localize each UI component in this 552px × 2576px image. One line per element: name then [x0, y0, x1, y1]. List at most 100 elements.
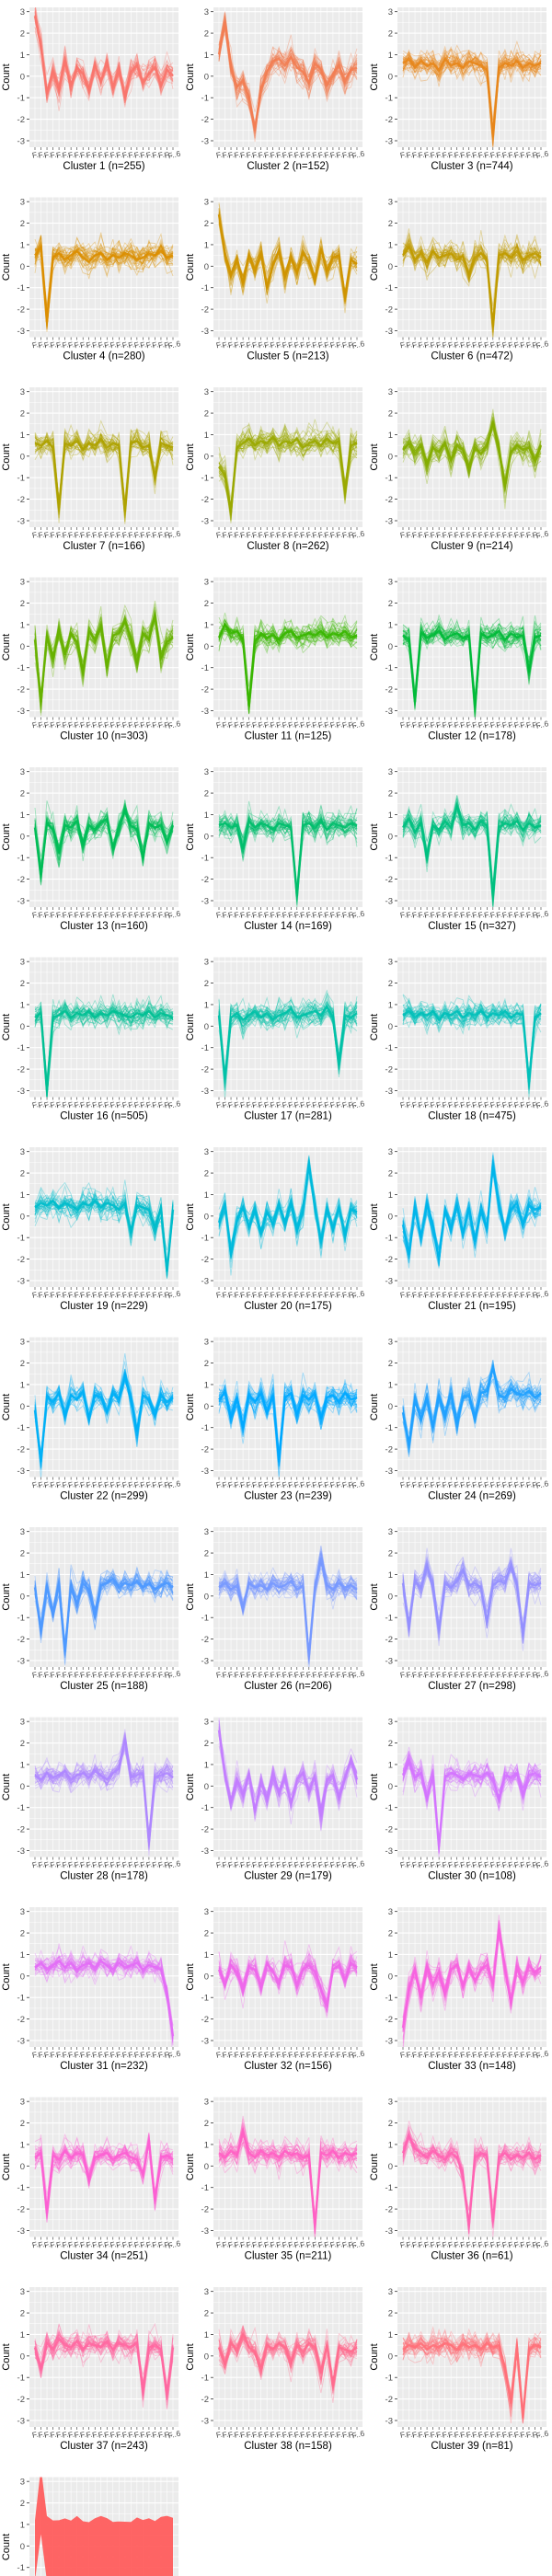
y-tick-label: 0: [388, 72, 393, 82]
x-tick-label: F..: [151, 1099, 161, 1110]
x-tick-label: F..: [43, 529, 53, 540]
x-tick-label: F..: [454, 2049, 464, 2060]
profile-line: [34, 994, 174, 1085]
x-tick-label: F..: [86, 2049, 96, 2060]
profile-line-mean: [402, 801, 542, 897]
profile-line: [218, 1940, 358, 1995]
y-tick-label: 3: [204, 7, 209, 17]
profile-line: [34, 234, 174, 330]
x-tick-label: F..: [145, 529, 155, 540]
y-tick-label: -2: [385, 1825, 393, 1835]
y-tick-label: 0: [388, 1402, 393, 1412]
y-axis-label: Count: [369, 254, 380, 281]
x-tick-label: F..: [501, 1099, 512, 1110]
y-axis-label: Count: [1, 254, 12, 281]
x-tick-label: F..: [519, 1859, 529, 1870]
x-tick-label: F..: [341, 149, 351, 160]
profile-line: [402, 1004, 542, 1076]
y-tick-label: 2: [204, 2119, 209, 2129]
profile-line: [218, 2122, 358, 2220]
x-tick-label: F..: [43, 719, 53, 730]
profile-line: [218, 431, 358, 517]
x-tick-label: F..: [163, 1479, 173, 1490]
profile-line: [218, 20, 358, 129]
x-tick-label: F..: [329, 1479, 339, 1490]
profile-line-mean: [34, 1959, 175, 2037]
profile-line: [402, 48, 542, 130]
x-tick-label: F..: [501, 2049, 512, 2060]
profile-line-mean: [34, 1009, 174, 1091]
y-axis-label: Count: [369, 63, 380, 90]
x-tick-label: F..: [459, 1099, 469, 1110]
profile-lines: [34, 994, 174, 1098]
y-tick-label: 1: [388, 2140, 393, 2150]
profile-line: [34, 810, 174, 886]
profile-line: [218, 428, 358, 507]
x-tick-label: F..: [411, 1289, 421, 1300]
profile-line: [402, 1004, 542, 1088]
y-tick-label: 0: [388, 832, 393, 842]
y-tick-label: 0: [388, 642, 393, 652]
x-tick-label: F..: [234, 2049, 244, 2060]
y-tick-label: -1: [201, 94, 209, 104]
profile-lines: [33, 600, 174, 716]
y-tick-label: -3: [385, 2036, 393, 2046]
x-tick-label: F..: [299, 1289, 309, 1300]
y-tick-label: -1: [17, 1234, 25, 1244]
x-tick-label: F..: [282, 909, 292, 920]
profile-line-mean: [34, 1199, 175, 1272]
x-tick-label: F..6: [351, 1289, 366, 1301]
profile-line: [218, 1946, 358, 2012]
x-tick-label: F..: [270, 719, 280, 730]
x-tick-label: F..: [531, 1669, 541, 1680]
y-tick-label: -1: [201, 1423, 209, 1433]
profile-line-mean: [217, 1960, 358, 2007]
profile-line: [218, 1946, 358, 2008]
y-tick-label: 2: [20, 29, 25, 40]
x-tick-label: F..: [418, 719, 428, 730]
x-tick-label: F..: [323, 1859, 333, 1870]
x-tick-label: F..: [270, 149, 280, 160]
y-tick-label: 3: [204, 2098, 209, 2108]
plot-background: [397, 577, 546, 718]
x-tick-label: F..: [299, 909, 309, 920]
profile-lines: [34, 420, 174, 524]
x-tick-label: F..: [127, 1669, 137, 1680]
x-tick-label: F..: [263, 1099, 273, 1110]
x-tick-label: F..: [525, 1859, 535, 1870]
profile-line: [218, 1566, 358, 1663]
profile-line-mean: [401, 1164, 542, 1259]
profile-line: [218, 1552, 358, 1649]
x-tick-label: F..: [79, 529, 89, 540]
x-tick-label: F..: [507, 1099, 517, 1110]
y-tick-label: -2: [201, 1445, 209, 1455]
x-tick-label: F..: [115, 1479, 125, 1490]
profile-line: [34, 242, 174, 325]
x-tick-label: F..: [287, 339, 297, 351]
x-tick-label: F..: [489, 339, 500, 351]
x-tick-label: F..: [418, 909, 428, 920]
x-tick-label: F..: [37, 529, 47, 540]
cluster-title: Cluster 22 (n=299): [60, 1491, 148, 1502]
x-tick-label: F..: [246, 339, 256, 351]
cluster-title: Cluster 18 (n=475): [428, 1111, 516, 1122]
profile-line: [34, 1955, 174, 2044]
x-tick-label: F..6: [535, 1289, 550, 1301]
x-tick-label: F..: [495, 1859, 505, 1870]
profile-line: [34, 1955, 174, 2042]
y-tick-label: 0: [20, 262, 25, 272]
profile-line: [218, 433, 358, 516]
y-tick-label: -3: [17, 2226, 25, 2237]
y-tick-label: -2: [385, 1065, 393, 1075]
y-tick-label: -3: [201, 1846, 209, 1857]
x-tick-label: F..: [157, 1669, 167, 1680]
y-axis-label: Count: [185, 1963, 196, 1990]
y-tick-label: 1: [388, 1380, 393, 1390]
x-tick-label: F..: [525, 339, 535, 351]
y-tick-label: 3: [20, 958, 25, 968]
x-tick-label: F..: [163, 149, 173, 160]
profile-line: [34, 1001, 174, 1098]
x-tick-label: F..: [454, 149, 464, 160]
x-tick-label: F..: [79, 1289, 89, 1300]
profile-line: [402, 1004, 542, 1091]
